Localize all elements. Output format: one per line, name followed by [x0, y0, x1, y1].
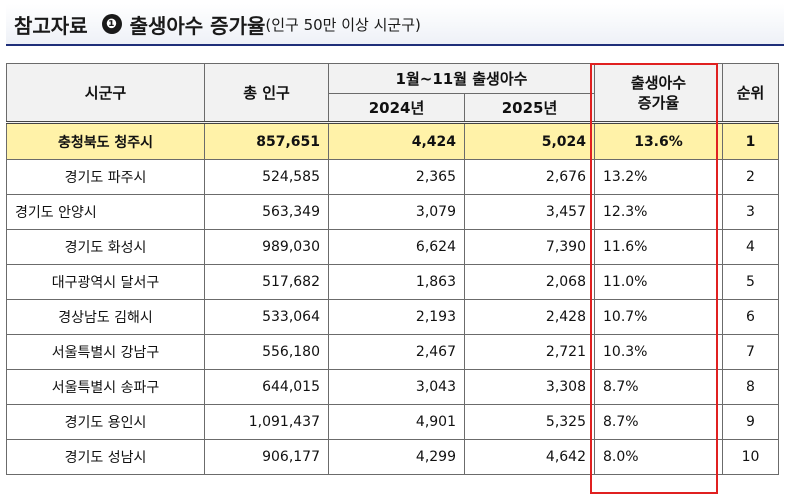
- cell-population: 556,180: [204, 334, 329, 370]
- cell-2025: 5,024: [464, 122, 595, 160]
- cell-2025: 2,676: [464, 159, 595, 195]
- cell-2025: 2,068: [464, 264, 595, 300]
- header-2024: 2024년: [328, 93, 465, 123]
- cell-rate: 8.7%: [594, 369, 723, 405]
- cell-rate: 10.3%: [594, 334, 723, 370]
- cell-rate: 12.3%: [594, 194, 723, 230]
- cell-2025: 2,721: [464, 334, 595, 370]
- header-rank: 순위: [722, 63, 779, 123]
- header-rate: 출생아수 증가율: [594, 63, 723, 123]
- cell-population: 906,177: [204, 439, 329, 475]
- cell-2024: 4,901: [328, 404, 465, 440]
- cell-2025: 2,428: [464, 299, 595, 335]
- cell-population: 989,030: [204, 229, 329, 265]
- cell-population: 857,651: [204, 122, 329, 160]
- cell-region: 경기도 화성시: [6, 229, 205, 265]
- table-row: 대구광역시 달서구 517,682 1,863 2,068 11.0% 5: [6, 264, 779, 300]
- cell-rank: 9: [722, 404, 779, 440]
- section-number-badge: ❶: [101, 14, 122, 34]
- cell-2024: 1,863: [328, 264, 465, 300]
- page-title: 참고자료: [14, 13, 88, 38]
- cell-2025: 4,642: [464, 439, 595, 475]
- title-bar: 참고자료 ❶ 출생아수 증가율 (인구 50만 이상 시군구): [6, 4, 784, 46]
- table-row: 경상남도 김해시 533,064 2,193 2,428 10.7% 6: [6, 299, 779, 335]
- cell-population: 563,349: [204, 194, 329, 230]
- cell-population: 517,682: [204, 264, 329, 300]
- cell-region: 대구광역시 달서구: [6, 264, 205, 300]
- table-row: 충청북도 청주시 857,651 4,424 5,024 13.6% 1: [6, 122, 779, 160]
- cell-rate: 11.0%: [594, 264, 723, 300]
- table-row: 경기도 화성시 989,030 6,624 7,390 11.6% 4: [6, 229, 779, 265]
- cell-2024: 3,043: [328, 369, 465, 405]
- cell-rate: 11.6%: [594, 229, 723, 265]
- cell-population: 1,091,437: [204, 404, 329, 440]
- cell-2025: 7,390: [464, 229, 595, 265]
- header-population: 총 인구: [204, 63, 329, 123]
- cell-region: 경기도 성남시: [6, 439, 205, 475]
- section-note: (인구 50만 이상 시군구): [265, 15, 421, 34]
- cell-2025: 3,457: [464, 194, 595, 230]
- cell-2024: 4,299: [328, 439, 465, 475]
- cell-rank: 8: [722, 369, 779, 405]
- cell-2024: 4,424: [328, 122, 465, 160]
- cell-rate: 8.7%: [594, 404, 723, 440]
- cell-rank: 4: [722, 229, 779, 265]
- cell-population: 533,064: [204, 299, 329, 335]
- birth-rate-table: 시군구 총 인구 1월~11월 출생아수 출생아수 증가율 순위 2024년 2…: [6, 63, 779, 475]
- header-region: 시군구: [6, 63, 205, 123]
- cell-region: 경기도 안양시: [6, 194, 205, 230]
- cell-region: 경상남도 김해시: [6, 299, 205, 335]
- cell-2024: 6,624: [328, 229, 465, 265]
- table-row: 경기도 성남시 906,177 4,299 4,642 8.0% 10: [6, 439, 779, 475]
- cell-rank: 2: [722, 159, 779, 195]
- table-row: 서울특별시 강남구 556,180 2,467 2,721 10.3% 7: [6, 334, 779, 370]
- cell-2025: 3,308: [464, 369, 595, 405]
- cell-region: 서울특별시 강남구: [6, 334, 205, 370]
- cell-population: 524,585: [204, 159, 329, 195]
- cell-rank: 10: [722, 439, 779, 475]
- cell-2024: 2,193: [328, 299, 465, 335]
- cell-region: 경기도 용인시: [6, 404, 205, 440]
- cell-2024: 2,365: [328, 159, 465, 195]
- header-2025: 2025년: [464, 93, 595, 123]
- cell-rank: 3: [722, 194, 779, 230]
- cell-2024: 3,079: [328, 194, 465, 230]
- cell-rank: 5: [722, 264, 779, 300]
- cell-rank: 7: [722, 334, 779, 370]
- table-row: 경기도 안양시 563,349 3,079 3,457 12.3% 3: [6, 194, 779, 230]
- header-births: 1월~11월 출생아수: [328, 63, 595, 94]
- section-title: 출생아수 증가율: [129, 13, 266, 38]
- cell-region: 경기도 파주시: [6, 159, 205, 195]
- cell-rank: 1: [722, 122, 779, 160]
- cell-region: 충청북도 청주시: [6, 122, 205, 160]
- cell-2024: 2,467: [328, 334, 465, 370]
- cell-rate: 13.2%: [594, 159, 723, 195]
- cell-region: 서울특별시 송파구: [6, 369, 205, 405]
- cell-2025: 5,325: [464, 404, 595, 440]
- table-row: 서울특별시 송파구 644,015 3,043 3,308 8.7% 8: [6, 369, 779, 405]
- cell-rate: 10.7%: [594, 299, 723, 335]
- table-row: 경기도 용인시 1,091,437 4,901 5,325 8.7% 9: [6, 404, 779, 440]
- cell-population: 644,015: [204, 369, 329, 405]
- cell-rate: 8.0%: [594, 439, 723, 475]
- table-row: 경기도 파주시 524,585 2,365 2,676 13.2% 2: [6, 159, 779, 195]
- cell-rank: 6: [722, 299, 779, 335]
- cell-rate: 13.6%: [594, 122, 723, 160]
